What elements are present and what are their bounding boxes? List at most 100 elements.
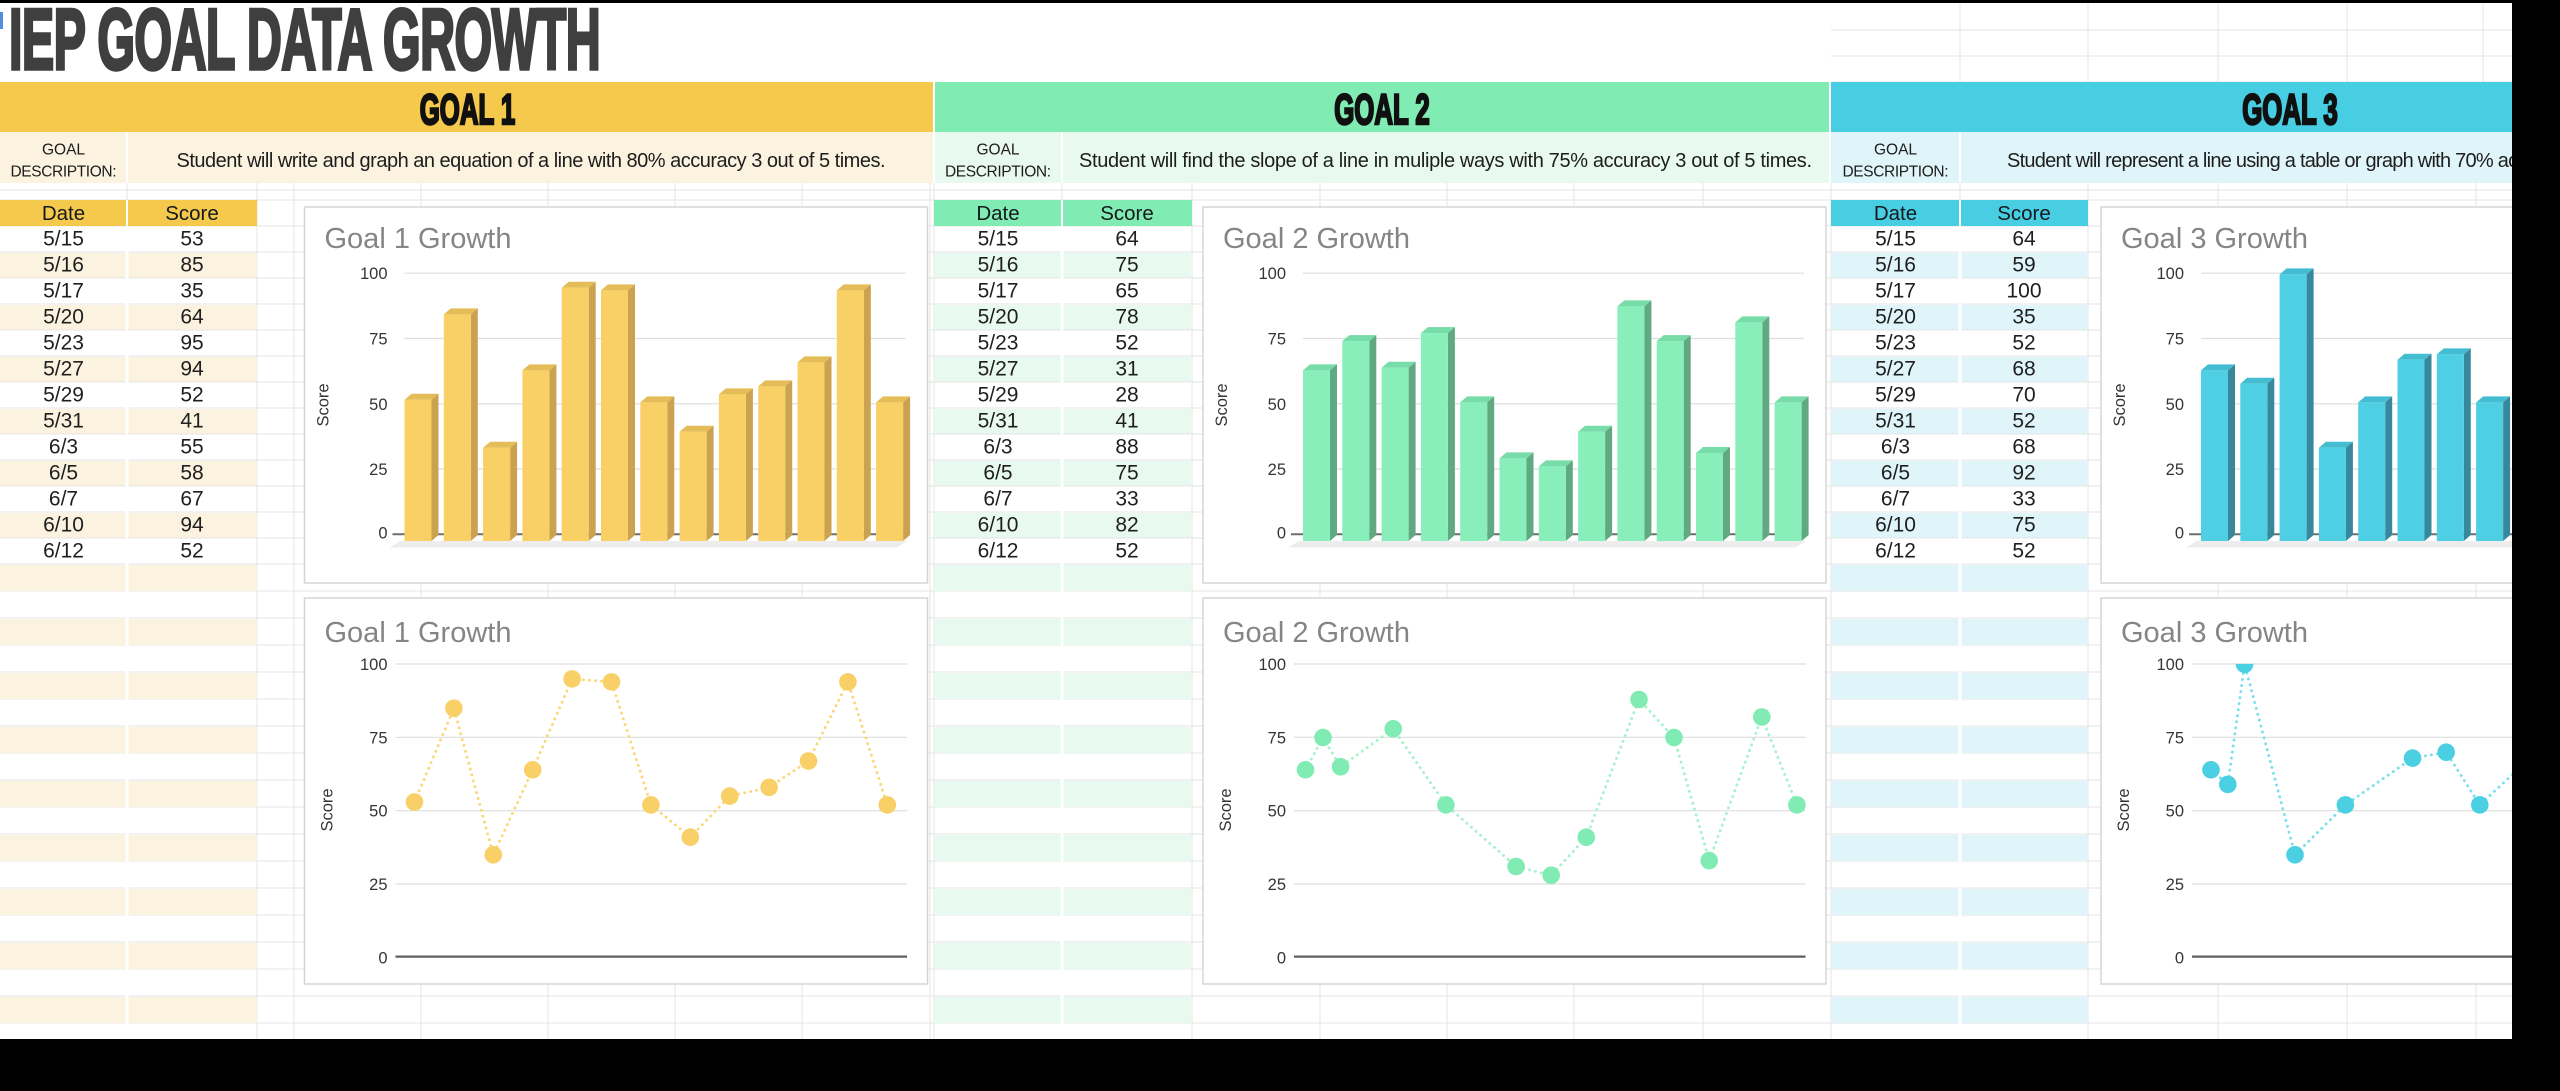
svg-text:75: 75 — [2166, 331, 2184, 349]
svg-text:55: 55 — [180, 436, 203, 459]
svg-text:52: 52 — [2012, 540, 2035, 563]
svg-text:DESCRIPTION:: DESCRIPTION: — [11, 164, 117, 181]
svg-text:50: 50 — [369, 396, 387, 414]
svg-text:0: 0 — [2175, 949, 2184, 967]
svg-text:95: 95 — [180, 332, 203, 355]
svg-text:6/10: 6/10 — [43, 514, 84, 537]
svg-text:0: 0 — [378, 949, 387, 967]
svg-text:Student will find the slope of: Student will find the slope of a line in… — [1079, 150, 1812, 172]
svg-text:78: 78 — [1115, 306, 1138, 329]
svg-text:75: 75 — [1268, 331, 1286, 349]
svg-text:100: 100 — [360, 265, 388, 283]
svg-text:5/17: 5/17 — [1875, 280, 1916, 303]
svg-text:Score: Score — [2111, 383, 2129, 426]
svg-text:35: 35 — [180, 280, 203, 303]
svg-text:Student will write and graph a: Student will write and graph an equation… — [177, 150, 886, 172]
svg-text:Goal 3 Growth: Goal 3 Growth — [2121, 223, 2308, 255]
svg-text:65: 65 — [1115, 280, 1138, 303]
svg-text:100: 100 — [2156, 265, 2184, 283]
svg-text:6/3: 6/3 — [49, 436, 78, 459]
svg-text:Score: Score — [165, 202, 219, 225]
svg-text:Score: Score — [315, 383, 333, 426]
svg-text:100: 100 — [1258, 265, 1286, 283]
svg-text:5/17: 5/17 — [978, 280, 1019, 303]
svg-text:41: 41 — [180, 410, 203, 433]
svg-text:50: 50 — [1268, 803, 1286, 821]
svg-text:Score: Score — [2115, 788, 2133, 831]
svg-text:33: 33 — [1115, 488, 1138, 511]
svg-text:Student will represent a line: Student will represent a line using a ta… — [2007, 150, 2560, 172]
svg-text:50: 50 — [2166, 803, 2184, 821]
svg-text:GOAL: GOAL — [1874, 142, 1917, 159]
svg-text:Date: Date — [42, 202, 85, 225]
svg-text:5/23: 5/23 — [1875, 332, 1916, 355]
svg-text:28: 28 — [1115, 384, 1138, 407]
svg-text:75: 75 — [2012, 514, 2035, 537]
svg-text:58: 58 — [180, 462, 203, 485]
svg-text:5/31: 5/31 — [1875, 410, 1916, 433]
svg-text:68: 68 — [2012, 436, 2035, 459]
svg-text:88: 88 — [1115, 436, 1138, 459]
svg-text:5/23: 5/23 — [43, 332, 84, 355]
svg-text:5/16: 5/16 — [1875, 254, 1916, 277]
svg-text:75: 75 — [1115, 254, 1138, 277]
svg-text:100: 100 — [2006, 280, 2041, 303]
svg-text:5/27: 5/27 — [1875, 358, 1916, 381]
svg-text:6/5: 6/5 — [983, 462, 1012, 485]
svg-text:6/3: 6/3 — [1881, 436, 1910, 459]
svg-text:Goal 1 Growth: Goal 1 Growth — [325, 617, 512, 649]
svg-text:50: 50 — [2166, 396, 2184, 414]
svg-text:Goal 2 Growth: Goal 2 Growth — [1223, 617, 1410, 649]
svg-text:94: 94 — [180, 514, 204, 537]
svg-text:52: 52 — [2012, 332, 2035, 355]
svg-text:52: 52 — [180, 384, 203, 407]
svg-text:5/27: 5/27 — [43, 358, 84, 381]
svg-text:68: 68 — [2012, 358, 2035, 381]
svg-text:52: 52 — [180, 540, 203, 563]
svg-text:DESCRIPTION:: DESCRIPTION: — [1843, 164, 1949, 181]
svg-text:6/12: 6/12 — [43, 540, 84, 563]
svg-text:5/15: 5/15 — [978, 228, 1019, 251]
svg-text:GOAL 2: GOAL 2 — [1334, 85, 1430, 134]
svg-text:5/20: 5/20 — [978, 306, 1019, 329]
svg-text:6/10: 6/10 — [978, 514, 1019, 537]
svg-text:25: 25 — [1268, 461, 1286, 479]
svg-text:5/31: 5/31 — [43, 410, 84, 433]
svg-text:5/20: 5/20 — [43, 306, 84, 329]
svg-text:5/15: 5/15 — [43, 228, 84, 251]
svg-text:75: 75 — [1115, 462, 1138, 485]
svg-text:5/20: 5/20 — [1875, 306, 1916, 329]
svg-text:Goal 3 Growth: Goal 3 Growth — [2121, 617, 2308, 649]
svg-text:DESCRIPTION:: DESCRIPTION: — [945, 164, 1051, 181]
svg-text:59: 59 — [2012, 254, 2035, 277]
svg-text:0: 0 — [1277, 525, 1286, 543]
svg-text:25: 25 — [369, 876, 387, 894]
svg-text:GOAL: GOAL — [977, 142, 1020, 159]
svg-text:5/27: 5/27 — [978, 358, 1019, 381]
svg-text:5/15: 5/15 — [1875, 228, 1916, 251]
svg-text:85: 85 — [180, 254, 203, 277]
svg-text:64: 64 — [180, 306, 204, 329]
svg-text:6/12: 6/12 — [1875, 540, 1916, 563]
svg-text:5/31: 5/31 — [978, 410, 1019, 433]
svg-text:Score: Score — [1217, 788, 1235, 831]
svg-text:33: 33 — [2012, 488, 2035, 511]
svg-text:5/16: 5/16 — [978, 254, 1019, 277]
svg-text:53: 53 — [180, 228, 203, 251]
svg-text:75: 75 — [1268, 729, 1286, 747]
svg-text:52: 52 — [1115, 540, 1138, 563]
svg-text:6/7: 6/7 — [1881, 488, 1910, 511]
svg-text:6/3: 6/3 — [983, 436, 1012, 459]
svg-text:Score: Score — [319, 788, 337, 831]
svg-text:25: 25 — [2166, 461, 2184, 479]
svg-text:GOAL 3: GOAL 3 — [2242, 85, 2338, 134]
svg-text:67: 67 — [180, 488, 203, 511]
svg-text:6/12: 6/12 — [978, 540, 1019, 563]
svg-text:5/16: 5/16 — [43, 254, 84, 277]
svg-text:Goal 2 Growth: Goal 2 Growth — [1223, 223, 1410, 255]
svg-text:100: 100 — [1258, 656, 1286, 674]
svg-text:25: 25 — [1268, 876, 1286, 894]
svg-text:IEP GOAL DATA GROWTH: IEP GOAL DATA GROWTH — [9, 0, 600, 87]
svg-text:Score: Score — [1997, 202, 2051, 225]
svg-text:5/29: 5/29 — [1875, 384, 1916, 407]
